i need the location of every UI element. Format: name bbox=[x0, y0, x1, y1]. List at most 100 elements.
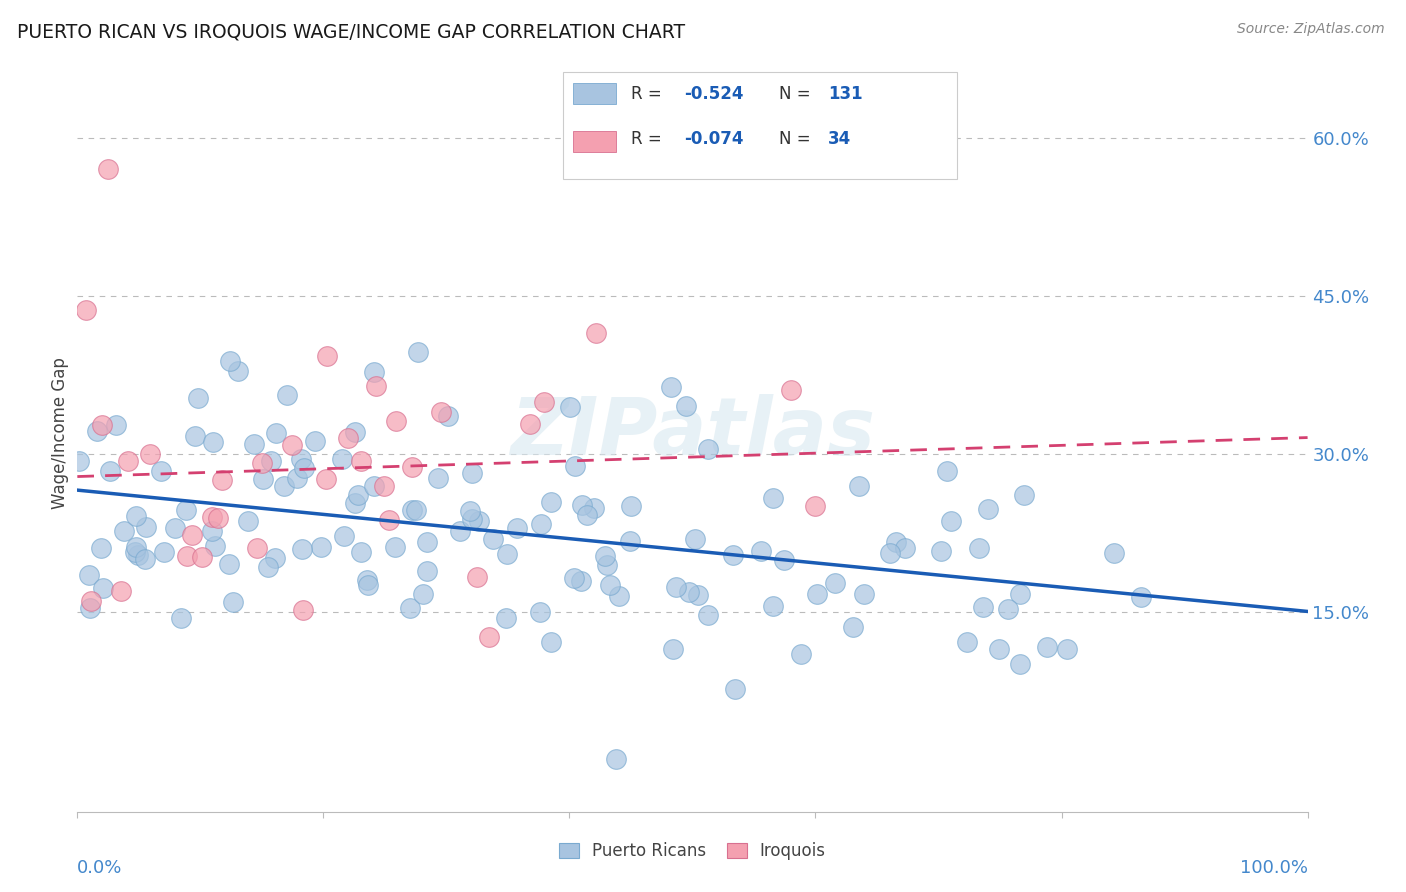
Point bbox=[724, 682, 747, 697]
Point bbox=[848, 479, 870, 493]
Point bbox=[211, 473, 233, 487]
Legend: Puerto Ricans, Iroquois: Puerto Ricans, Iroquois bbox=[560, 842, 825, 860]
Point bbox=[585, 326, 607, 341]
Point bbox=[593, 549, 616, 564]
Point bbox=[1014, 488, 1036, 502]
Point bbox=[564, 458, 586, 473]
Point bbox=[569, 574, 592, 588]
Bar bbox=[574, 83, 616, 104]
Point bbox=[75, 302, 97, 317]
Point bbox=[184, 428, 207, 442]
Point bbox=[401, 503, 423, 517]
Point bbox=[560, 400, 582, 414]
Point bbox=[105, 418, 128, 433]
Point bbox=[124, 509, 146, 524]
Point bbox=[824, 575, 846, 590]
Point bbox=[204, 540, 226, 554]
Point bbox=[607, 589, 630, 603]
Point bbox=[853, 587, 876, 601]
Point bbox=[806, 587, 828, 601]
Bar bbox=[574, 131, 616, 153]
Point bbox=[90, 541, 112, 555]
Point bbox=[356, 573, 378, 587]
Point bbox=[246, 541, 269, 555]
Text: -0.524: -0.524 bbox=[683, 85, 744, 103]
Point bbox=[150, 464, 173, 478]
Point bbox=[252, 456, 274, 470]
Point bbox=[252, 472, 274, 486]
Point bbox=[506, 521, 529, 535]
Point bbox=[496, 547, 519, 561]
Point bbox=[686, 588, 709, 602]
Point bbox=[384, 540, 406, 554]
Point bbox=[842, 620, 865, 634]
Point bbox=[170, 611, 193, 625]
Point bbox=[97, 162, 120, 177]
Point bbox=[1008, 657, 1031, 672]
Point bbox=[350, 544, 373, 558]
Point bbox=[430, 405, 453, 419]
Point bbox=[366, 378, 388, 392]
Y-axis label: Wage/Income Gap: Wage/Income Gap bbox=[51, 357, 69, 508]
Point bbox=[378, 513, 401, 527]
Point bbox=[495, 610, 517, 624]
Point bbox=[238, 514, 260, 528]
Text: 34: 34 bbox=[828, 130, 851, 148]
Point bbox=[894, 541, 917, 555]
Point bbox=[315, 472, 337, 486]
Point bbox=[416, 564, 439, 578]
Text: 131: 131 bbox=[828, 85, 862, 103]
Point bbox=[226, 364, 249, 378]
Point bbox=[773, 553, 796, 567]
Point bbox=[110, 584, 132, 599]
Point bbox=[1129, 590, 1152, 604]
Point bbox=[696, 442, 718, 456]
Point bbox=[1102, 546, 1125, 560]
Point bbox=[316, 349, 339, 363]
Point bbox=[482, 533, 505, 547]
Point bbox=[575, 508, 598, 523]
Point bbox=[530, 517, 553, 532]
Point bbox=[127, 548, 149, 562]
Point bbox=[201, 524, 224, 539]
Text: -0.074: -0.074 bbox=[683, 130, 744, 148]
Point bbox=[461, 466, 484, 480]
Point bbox=[478, 630, 501, 644]
Point bbox=[529, 605, 551, 619]
Point bbox=[222, 595, 245, 609]
Point bbox=[138, 447, 160, 461]
Point bbox=[309, 540, 332, 554]
Point bbox=[405, 502, 427, 516]
Point bbox=[304, 434, 326, 449]
Point bbox=[337, 431, 360, 445]
Point bbox=[599, 577, 621, 591]
Point bbox=[363, 479, 385, 493]
Point bbox=[292, 461, 315, 475]
Point bbox=[399, 601, 422, 615]
Point bbox=[98, 464, 121, 478]
Point bbox=[124, 545, 146, 559]
Point bbox=[619, 534, 641, 549]
Point bbox=[202, 434, 225, 449]
Point bbox=[412, 587, 434, 601]
Point bbox=[401, 460, 423, 475]
Point bbox=[291, 542, 314, 557]
Point bbox=[357, 577, 380, 591]
Point bbox=[620, 499, 643, 513]
Point bbox=[80, 593, 103, 607]
Text: N =: N = bbox=[779, 85, 815, 103]
Point bbox=[91, 582, 114, 596]
Point bbox=[665, 580, 688, 594]
Point bbox=[661, 379, 683, 393]
Point bbox=[605, 752, 627, 766]
Point bbox=[79, 568, 101, 582]
Point bbox=[1056, 642, 1078, 657]
Text: Source: ZipAtlas.com: Source: ZipAtlas.com bbox=[1237, 22, 1385, 37]
Point bbox=[697, 607, 720, 622]
Point bbox=[117, 453, 139, 467]
Point bbox=[533, 394, 555, 409]
Point bbox=[762, 491, 785, 505]
Text: R =: R = bbox=[631, 130, 666, 148]
Point bbox=[988, 642, 1011, 657]
Point bbox=[124, 540, 146, 554]
